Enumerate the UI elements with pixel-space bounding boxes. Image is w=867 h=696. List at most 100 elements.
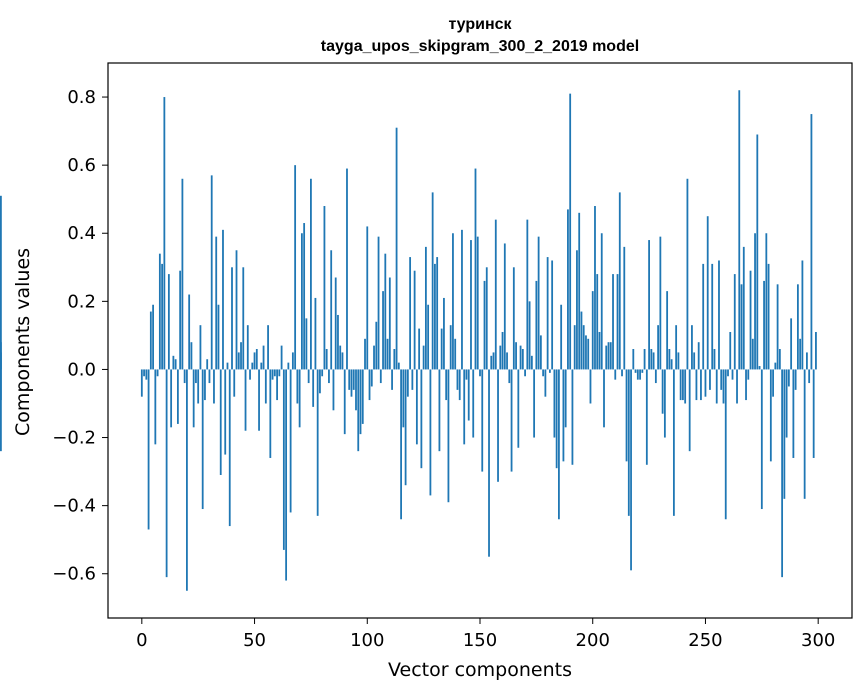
bar [161,263,164,370]
bar [463,369,466,445]
bar [479,369,481,377]
bar [382,291,384,370]
bar [785,369,788,438]
bar [571,369,574,465]
x-tick-label: 200 [576,630,610,651]
bar [183,369,186,384]
bar [733,274,736,370]
bar [485,267,488,370]
bar [246,325,249,370]
bar [294,165,297,370]
bar [630,369,632,571]
bar [767,263,770,370]
x-tick-label: 0 [136,630,147,651]
bar [515,342,517,370]
y-tick-label: −0.4 [52,496,96,517]
bar [224,369,227,455]
bar [409,257,412,370]
bar [337,314,339,370]
bar [659,236,662,370]
bar [578,212,581,370]
bar [269,369,272,458]
bar [375,321,378,370]
bar [170,369,173,428]
bar [282,369,285,550]
bar [542,369,545,377]
y-tick-label: 0.8 [67,87,96,108]
bar [174,359,177,370]
bar [424,246,427,370]
bar [213,369,215,404]
bar [702,263,705,370]
bar [348,369,351,390]
x-tick-label: 150 [463,630,497,651]
bar [530,355,533,370]
bar [319,369,321,394]
bar [706,216,709,370]
bar [434,263,436,370]
bar [312,369,315,407]
x-tick-label: 50 [243,630,266,651]
x-tick-label: 100 [350,630,384,651]
bar [404,369,407,486]
bar [639,369,641,380]
bar [443,297,445,370]
y-axis-label: Components values [12,248,34,436]
bar [650,349,653,370]
bar [476,236,479,370]
bar [594,206,596,370]
bar [521,349,524,370]
bar [553,369,556,438]
bar [661,369,664,414]
bar [585,335,587,370]
bar [332,369,335,411]
bar [693,352,696,370]
bar [524,369,526,377]
bar [605,345,608,370]
bar [359,369,362,435]
bar [388,277,391,370]
bar [682,369,684,401]
bar [156,369,159,377]
bar [278,369,281,377]
bar [621,369,623,377]
bar [316,369,319,516]
bar [158,253,161,370]
bar [217,304,220,370]
bar [420,369,423,469]
bar [614,369,617,380]
bar [533,369,536,438]
bar [555,369,558,469]
bar [391,369,393,390]
bar [296,369,299,404]
bar [758,366,761,370]
bar [668,349,671,370]
bar [494,219,497,370]
bar [255,349,258,370]
bar [483,280,486,370]
bar [233,369,236,397]
bar [713,349,716,370]
bar [249,369,251,380]
bar [143,369,145,377]
y-tick-label: 0.2 [67,291,96,312]
bar [756,134,759,370]
bar [564,369,567,428]
bar [208,369,211,384]
bar [616,274,619,370]
bar [273,369,276,377]
bar [695,369,698,401]
bar [303,223,306,370]
bar [465,369,468,380]
bar [440,328,443,370]
bar [580,311,583,370]
bar [341,352,344,370]
bar [357,369,360,452]
bar [276,369,278,401]
bar [666,291,669,370]
bar [258,369,260,431]
bar [386,338,389,370]
bar [251,362,254,370]
bar [691,325,693,370]
bar [632,349,635,370]
